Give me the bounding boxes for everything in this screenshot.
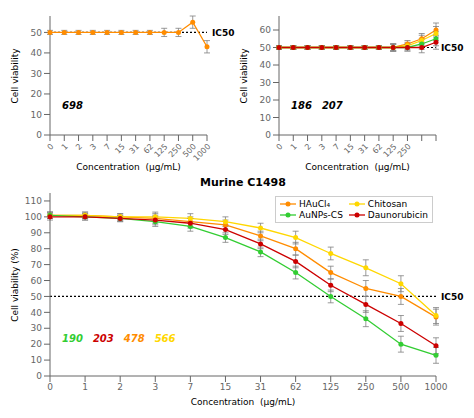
svg-text:31: 31 — [356, 142, 370, 156]
html-text:HAuCl₄: HAuCl₄ — [299, 199, 331, 209]
html-text:Cell viability: Cell viability — [10, 47, 20, 104]
html-text:Concentration (µg/mL): Concentration (µg/mL) — [190, 397, 296, 407]
html-text:Cell viability: Cell viability — [239, 47, 249, 104]
svg-text:1: 1 — [289, 142, 299, 152]
svg-text:125: 125 — [381, 142, 398, 159]
svg-text:2: 2 — [117, 382, 123, 392]
svg-text:30: 30 — [31, 69, 43, 79]
svg-text:1: 1 — [60, 142, 70, 152]
html-text:478: 478 — [123, 333, 145, 344]
html-text:Murine C1498: Murine C1498 — [200, 176, 286, 189]
svg-text:1000: 1000 — [425, 382, 448, 392]
svg-text:2: 2 — [74, 142, 84, 152]
html-text:Concentration (µg/mL): Concentration (µg/mL) — [305, 162, 410, 172]
svg-text:7: 7 — [187, 382, 193, 392]
html-text:207: 207 — [321, 100, 343, 111]
svg-text:50: 50 — [260, 43, 272, 53]
html-text:Daunorubicin: Daunorubicin — [367, 210, 428, 220]
html-text:Cell viability (%): Cell viability (%) — [10, 247, 20, 322]
svg-text:62: 62 — [141, 142, 156, 156]
svg-text:2: 2 — [303, 142, 313, 152]
svg-text:0: 0 — [36, 130, 42, 140]
svg-text:125: 125 — [152, 142, 169, 159]
svg-text:10: 10 — [31, 355, 43, 365]
html-text:698: 698 — [62, 100, 83, 111]
svg-text:20: 20 — [31, 339, 43, 349]
html-text:566: 566 — [154, 333, 176, 344]
svg-text:50: 50 — [31, 28, 43, 38]
svg-text:80: 80 — [31, 244, 43, 254]
svg-text:40: 40 — [31, 48, 43, 58]
svg-text:0: 0 — [45, 142, 55, 152]
svg-text:31: 31 — [255, 382, 266, 392]
svg-text:10: 10 — [31, 110, 43, 120]
svg-text:500: 500 — [181, 142, 199, 160]
svg-text:20: 20 — [260, 95, 272, 105]
svg-text:15: 15 — [113, 142, 127, 156]
html-text:Chitosan: Chitosan — [367, 199, 408, 209]
svg-text:50: 50 — [31, 292, 43, 302]
svg-text:100: 100 — [25, 212, 42, 222]
svg-text:125: 125 — [322, 382, 339, 392]
svg-text:0: 0 — [36, 371, 42, 381]
svg-text:15: 15 — [342, 142, 356, 156]
svg-text:7: 7 — [332, 142, 342, 152]
svg-text:0: 0 — [274, 142, 284, 152]
svg-text:250: 250 — [167, 142, 184, 159]
svg-text:15: 15 — [220, 382, 231, 392]
svg-text:250: 250 — [396, 142, 413, 159]
svg-text:1000: 1000 — [192, 142, 213, 163]
svg-text:40: 40 — [31, 308, 43, 318]
svg-text:30: 30 — [31, 323, 43, 333]
svg-text:0: 0 — [47, 382, 53, 392]
svg-text:1: 1 — [82, 382, 88, 392]
svg-text:3: 3 — [152, 382, 158, 392]
svg-text:40: 40 — [260, 60, 272, 70]
svg-text:62: 62 — [370, 142, 385, 156]
svg-text:110: 110 — [25, 196, 42, 206]
svg-text:60: 60 — [31, 276, 43, 286]
svg-text:10: 10 — [260, 113, 272, 123]
svg-text:250: 250 — [357, 382, 374, 392]
svg-text:IC50: IC50 — [441, 292, 463, 302]
svg-text:90: 90 — [31, 228, 43, 238]
svg-text:IC50: IC50 — [441, 43, 463, 53]
svg-text:3: 3 — [317, 142, 327, 152]
svg-text:7: 7 — [103, 142, 113, 152]
svg-text:60: 60 — [260, 25, 272, 35]
svg-text:30: 30 — [260, 78, 272, 88]
html-text:186: 186 — [291, 100, 312, 111]
html-text:AuNPs-CS: AuNPs-CS — [299, 210, 343, 220]
svg-text:20: 20 — [31, 89, 43, 99]
svg-text:62: 62 — [290, 382, 301, 392]
svg-text:3: 3 — [88, 142, 98, 152]
svg-text:500: 500 — [392, 382, 409, 392]
html-text:190: 190 — [62, 333, 83, 344]
svg-text:31: 31 — [127, 142, 141, 156]
svg-text:IC50: IC50 — [212, 28, 234, 38]
html-text:Concentration (µg/mL): Concentration (µg/mL) — [76, 162, 181, 172]
svg-text:0: 0 — [265, 130, 271, 140]
html-text:203: 203 — [92, 333, 114, 344]
svg-text:70: 70 — [31, 260, 43, 270]
